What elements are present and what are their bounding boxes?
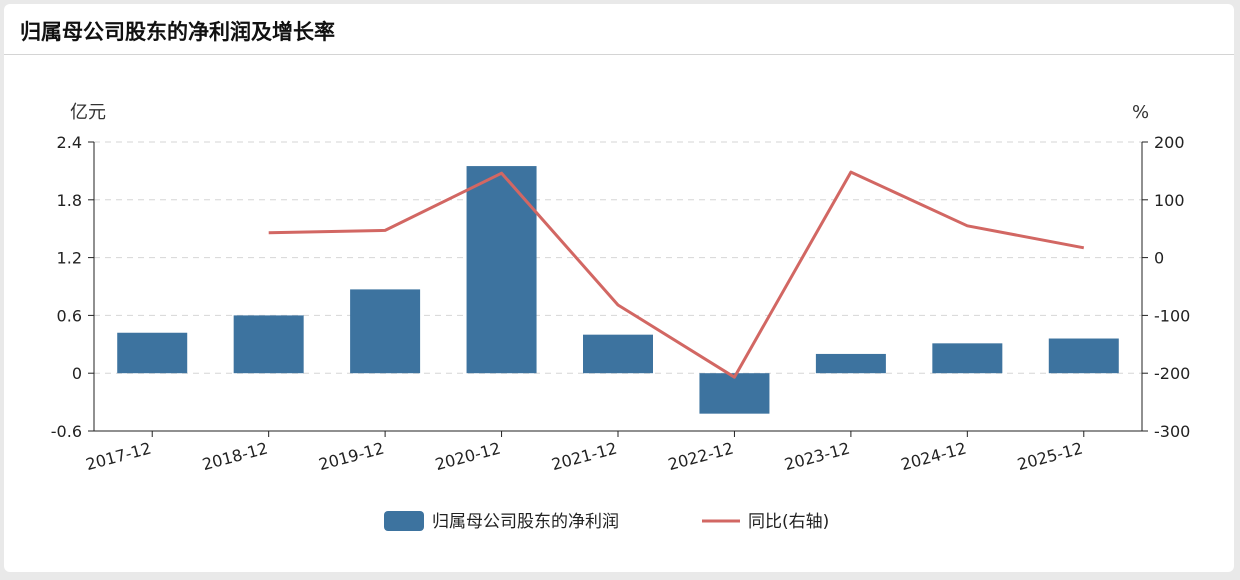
right-tick-label: 0 [1154,249,1164,268]
legend-item-line[interactable]: 同比(右轴) [702,512,829,532]
bar[interactable] [583,334,653,374]
left-tick-label: 0 [72,364,82,383]
right-axis-ticks: 200 100 0 -100 -200 -300 [1142,133,1190,441]
line-series [268,170,1085,379]
bar[interactable] [233,315,304,374]
chart-area: 2.4 1.8 1.2 0.6 0 -0.6 200 100 0 -100 -200 -300 20… [51,102,1191,532]
bar[interactable] [1048,338,1119,374]
legend-item-bar[interactable]: 归属母公司股东的净利润 [384,511,619,532]
line-path[interactable] [268,170,1085,379]
right-axis-unit: % [1132,102,1149,123]
x-tick-label: 2018-12 [200,439,269,475]
chart-panel: 归属母公司股东的净利润及增长率 2.4 1.8 1.2 0.6 0 -0.6 200 100… [4,4,1234,572]
bar[interactable] [699,373,770,414]
right-tick-label: 200 [1154,133,1185,152]
left-tick-label: -0.6 [51,422,82,441]
x-axis-ticks: 2017-12 2018-12 2019-12 2020-12 2021-12 2022-… [84,431,1085,474]
bar[interactable] [932,343,1003,374]
panel-title: 归属母公司股东的净利润及增长率 [20,20,335,44]
bar[interactable] [466,166,537,374]
left-tick-label: 0.6 [57,306,82,325]
left-tick-label: 1.8 [57,191,82,210]
x-tick-label: 2019-12 [317,439,386,475]
legend: 归属母公司股东的净利润 同比(右轴) [384,511,829,532]
x-tick-label: 2023-12 [782,439,851,475]
x-tick-label: 2024-12 [899,439,968,475]
legend-line-label: 同比(右轴) [748,512,829,532]
legend-bar-label: 归属母公司股东的净利润 [432,512,619,532]
bar[interactable] [350,289,421,374]
left-tick-label: 1.2 [57,249,82,268]
bar-series [117,166,1119,414]
x-tick-label: 2021-12 [550,439,619,475]
left-axis-unit: 亿元 [70,102,106,123]
bar[interactable] [117,332,188,374]
x-tick-label: 2022-12 [666,439,735,475]
x-tick-label: 2020-12 [433,439,502,475]
axes [93,142,1143,432]
panel-header: 归属母公司股东的净利润及增长率 [4,4,1234,55]
right-tick-label: -200 [1154,364,1190,383]
left-tick-label: 2.4 [57,133,82,152]
x-tick-label: 2017-12 [84,439,153,475]
bar[interactable] [815,353,886,374]
x-tick-label: 2025-12 [1015,439,1084,475]
left-axis-ticks: 2.4 1.8 1.2 0.6 0 -0.6 [51,133,94,441]
right-tick-label: -100 [1154,306,1190,325]
legend-bar-swatch [384,511,424,531]
right-tick-label: 100 [1154,191,1185,210]
right-tick-label: -300 [1154,422,1190,441]
